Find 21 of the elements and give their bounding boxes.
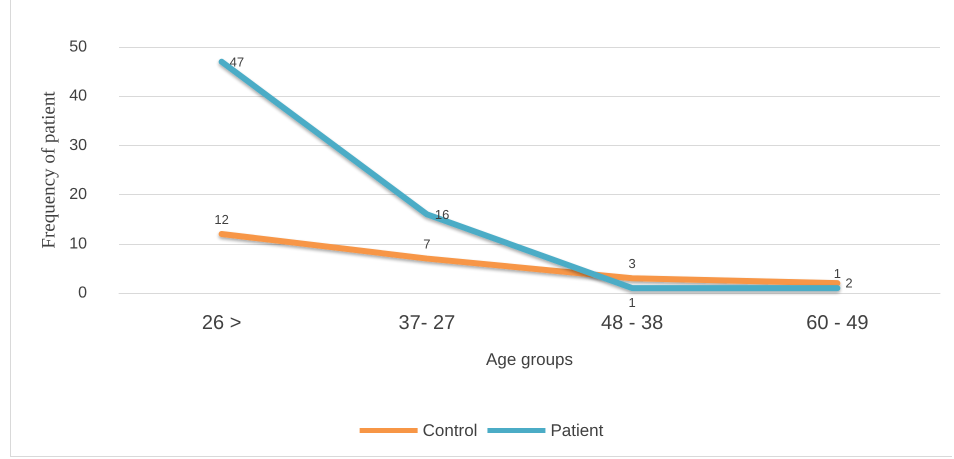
data-label: 3: [628, 256, 636, 272]
y-tick-label: 30: [69, 136, 88, 154]
data-label: 1: [834, 266, 841, 282]
data-label: 2: [845, 276, 853, 291]
x-tick-label: 37- 27: [398, 312, 456, 334]
data-label: 1: [628, 295, 636, 310]
y-tick-label: 50: [69, 38, 88, 56]
y-axis-title: Frequency of patient: [38, 90, 60, 249]
x-axis-title: Age groups: [486, 350, 573, 369]
legend-label: Patient: [550, 421, 604, 440]
data-label: 47: [230, 54, 244, 70]
data-label: 7: [423, 236, 430, 252]
y-tick-label: 40: [69, 88, 88, 105]
y-tick-label: 20: [69, 186, 88, 204]
y-tick-label: 0: [78, 284, 88, 302]
y-tick-label: 10: [69, 235, 88, 252]
data-label: 12: [214, 212, 229, 227]
legend-label: Control: [422, 421, 478, 440]
x-tick-label: 48 - 38: [600, 312, 664, 334]
x-tick-label: 60 - 49: [806, 312, 869, 334]
x-tick-label: 26 >: [202, 312, 242, 334]
